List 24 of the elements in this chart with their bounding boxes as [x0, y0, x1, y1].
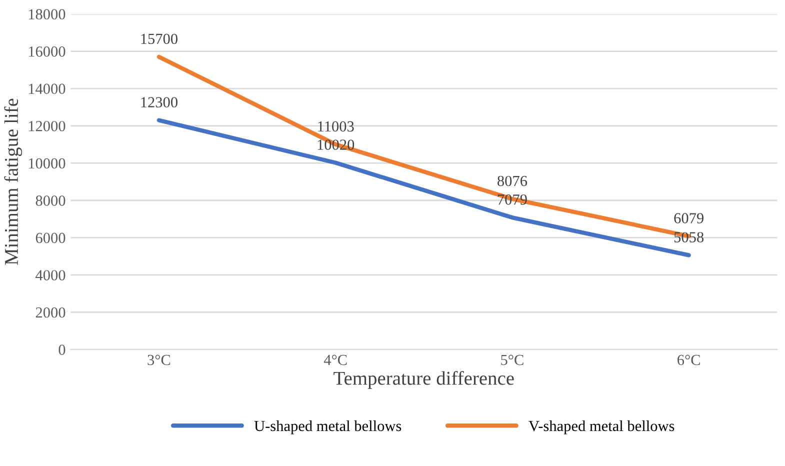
y-tick-label: 14000	[28, 84, 66, 94]
y-tick-label: 8000	[36, 196, 66, 206]
y-tick-label: 10000	[28, 158, 66, 169]
data-label: 5058	[674, 232, 704, 242]
y-tick-label: 6000	[36, 232, 66, 244]
x-tick-label: 6°C	[678, 354, 700, 366]
y-tick-label: 18000	[28, 9, 66, 20]
y-tick-label: 12000	[28, 120, 66, 132]
y-tick-label: 2000	[36, 307, 66, 318]
y-tick-label: 4000	[36, 270, 66, 280]
data-label: 11003	[318, 121, 354, 132]
x-tick-label: 4°C	[324, 354, 347, 366]
legend-label: V-shaped metal bellows	[528, 420, 674, 434]
data-label: 15700	[141, 34, 178, 44]
data-label: 12300	[141, 97, 178, 108]
y-tick-label: 0	[58, 344, 66, 355]
legend-label: U-shaped metal bellows	[254, 420, 402, 434]
data-label: 8076	[498, 176, 528, 186]
x-tick-label: 5°C	[501, 354, 524, 366]
x-tick-label: 3°C	[148, 354, 170, 366]
data-label: 6079	[674, 213, 704, 224]
y-tick-label: 16000	[28, 46, 66, 57]
y-axis-title: Minimum fatigue life	[4, 98, 22, 265]
x-axis-title: Temperature difference	[334, 370, 514, 389]
